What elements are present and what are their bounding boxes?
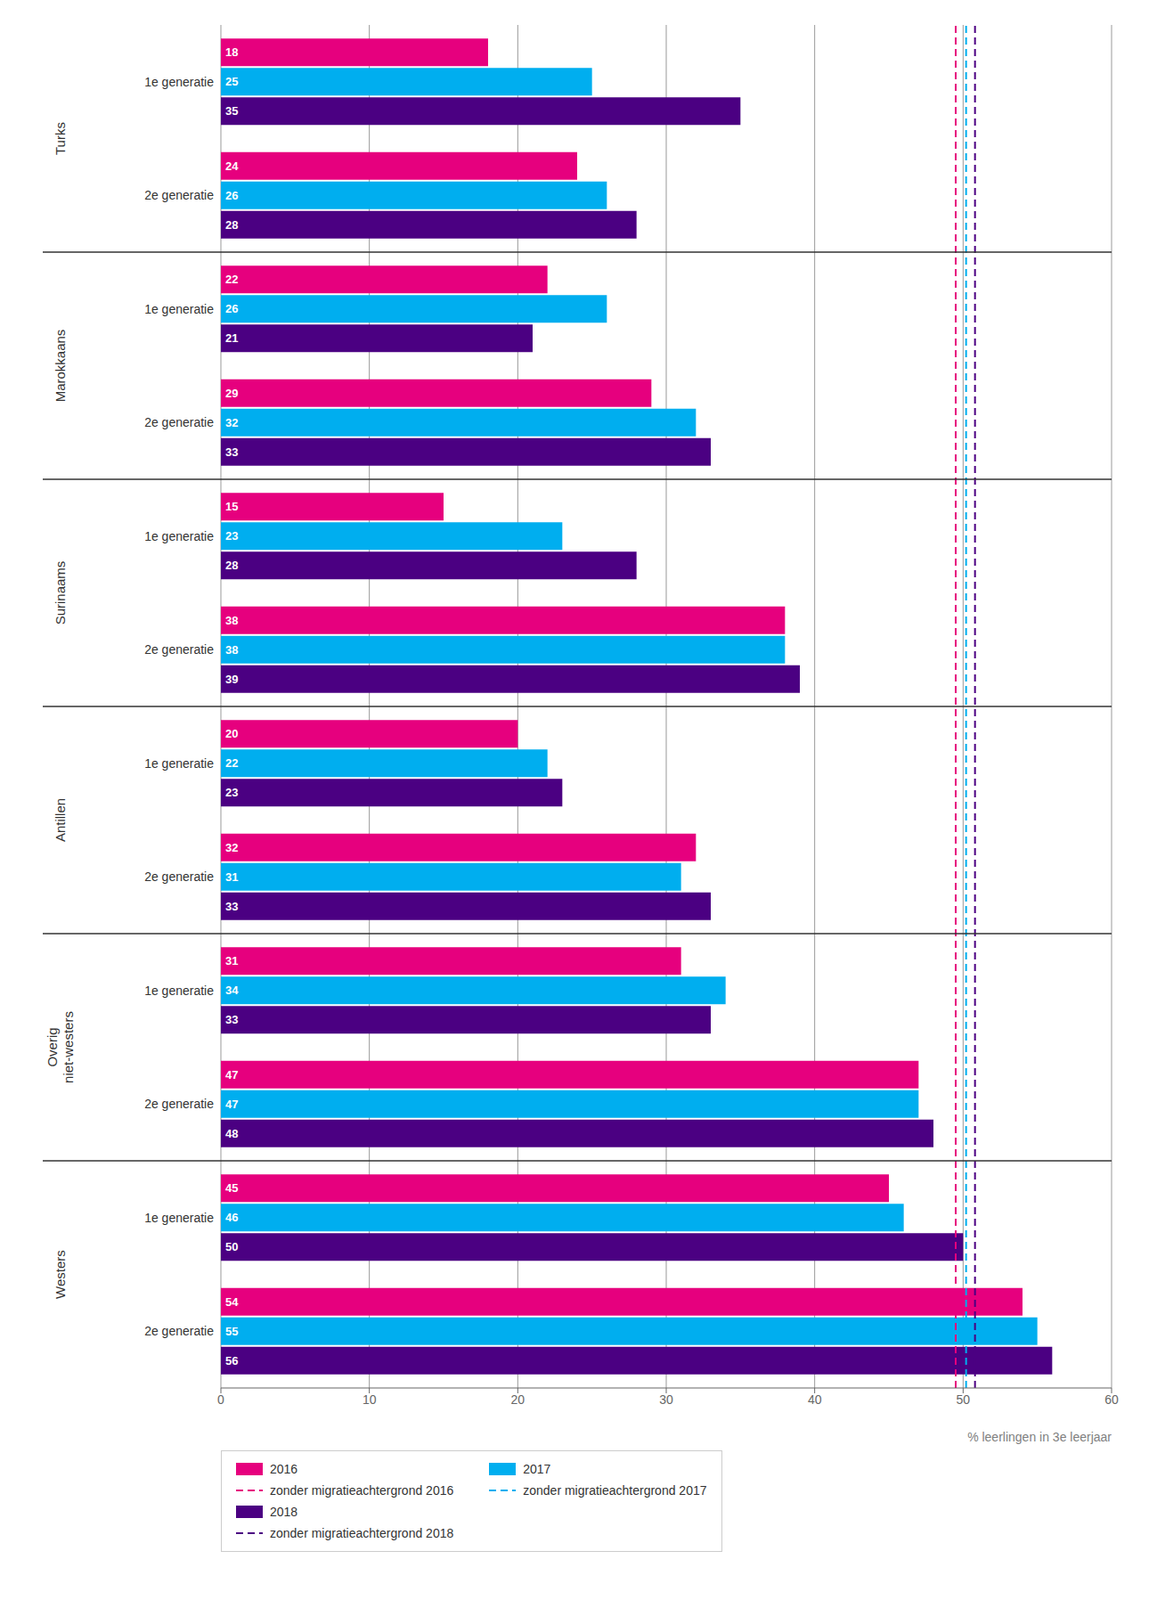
svg-text:35: 35 — [225, 104, 238, 118]
svg-text:Surinaams: Surinaams — [52, 561, 68, 626]
svg-text:20: 20 — [511, 1392, 526, 1407]
svg-text:15: 15 — [225, 499, 238, 514]
svg-text:24: 24 — [225, 159, 239, 173]
svg-text:1e generatie: 1e generatie — [144, 983, 214, 998]
html-text:2018: 2018 — [269, 1504, 298, 1519]
svg-text:Turks: Turks — [52, 122, 68, 155]
svg-text:25: 25 — [225, 74, 238, 89]
svg-text:2e generatie: 2e generatie — [144, 1096, 214, 1111]
svg-text:55: 55 — [225, 1324, 238, 1338]
svg-text:10: 10 — [362, 1392, 377, 1407]
svg-text:32: 32 — [225, 840, 238, 855]
svg-text:26: 26 — [225, 188, 238, 203]
svg-text:33: 33 — [225, 899, 238, 913]
svg-text:31: 31 — [225, 870, 238, 884]
svg-text:56: 56 — [225, 1353, 238, 1368]
svg-text:45: 45 — [225, 1181, 238, 1195]
svg-text:1e generatie: 1e generatie — [144, 301, 214, 317]
svg-text:38: 38 — [225, 613, 238, 628]
svg-text:22: 22 — [225, 756, 238, 770]
svg-text:39: 39 — [225, 672, 238, 686]
html-text:zonder migratieachtergrond 201: zonder migratieachtergrond 2017 — [523, 1482, 707, 1498]
html-text:2016: 2016 — [269, 1461, 298, 1476]
svg-text:22: 22 — [225, 272, 238, 286]
svg-text:23: 23 — [225, 785, 238, 799]
svg-text:0: 0 — [217, 1392, 225, 1407]
html-text:zonder migratieachtergrond 201: zonder migratieachtergrond 2016 — [269, 1482, 454, 1498]
svg-text:54: 54 — [225, 1295, 239, 1309]
svg-text:33: 33 — [225, 1012, 238, 1027]
svg-text:23: 23 — [225, 529, 238, 543]
svg-text:Overigniet-westers: Overigniet-westers — [44, 1010, 76, 1084]
svg-text:47: 47 — [225, 1097, 238, 1111]
svg-text:20: 20 — [225, 726, 238, 741]
html-text:zonder migratieachtergrond 201: zonder migratieachtergrond 2018 — [269, 1525, 454, 1540]
svg-text:1e generatie: 1e generatie — [144, 756, 214, 771]
svg-text:26: 26 — [225, 301, 238, 316]
svg-text:2e generatie: 2e generatie — [144, 187, 214, 203]
svg-text:28: 28 — [225, 218, 238, 232]
svg-text:1e generatie: 1e generatie — [144, 74, 214, 90]
svg-text:Westers: Westers — [52, 1249, 68, 1299]
svg-text:47: 47 — [225, 1067, 238, 1082]
svg-text:30: 30 — [659, 1392, 674, 1407]
svg-text:2e generatie: 2e generatie — [144, 415, 214, 430]
svg-text:1e generatie: 1e generatie — [144, 529, 214, 544]
svg-text:31: 31 — [225, 953, 238, 968]
svg-text:50: 50 — [225, 1239, 238, 1254]
svg-text:28: 28 — [225, 558, 238, 572]
svg-text:Antillen: Antillen — [52, 798, 68, 842]
svg-text:33: 33 — [225, 445, 238, 459]
svg-text:21: 21 — [225, 331, 238, 345]
svg-text:38: 38 — [225, 643, 238, 657]
svg-text:50: 50 — [956, 1392, 971, 1407]
svg-text:40: 40 — [807, 1392, 823, 1407]
svg-text:34: 34 — [225, 983, 239, 997]
svg-text:32: 32 — [225, 415, 238, 430]
svg-text:29: 29 — [225, 386, 238, 400]
svg-text:18: 18 — [225, 45, 238, 59]
html-text:2017: 2017 — [523, 1461, 551, 1476]
svg-text:46: 46 — [225, 1210, 238, 1224]
svg-text:2e generatie: 2e generatie — [144, 869, 214, 884]
svg-text:60: 60 — [1104, 1392, 1119, 1407]
svg-text:Marokkaans: Marokkaans — [52, 329, 68, 403]
svg-text:2e generatie: 2e generatie — [144, 1323, 214, 1338]
svg-text:48: 48 — [225, 1126, 238, 1141]
svg-text:% leerlingen in 3e leerjaar: % leerlingen in 3e leerjaar — [967, 1429, 1112, 1444]
svg-text:2e generatie: 2e generatie — [144, 642, 214, 657]
svg-text:1e generatie: 1e generatie — [144, 1210, 214, 1225]
